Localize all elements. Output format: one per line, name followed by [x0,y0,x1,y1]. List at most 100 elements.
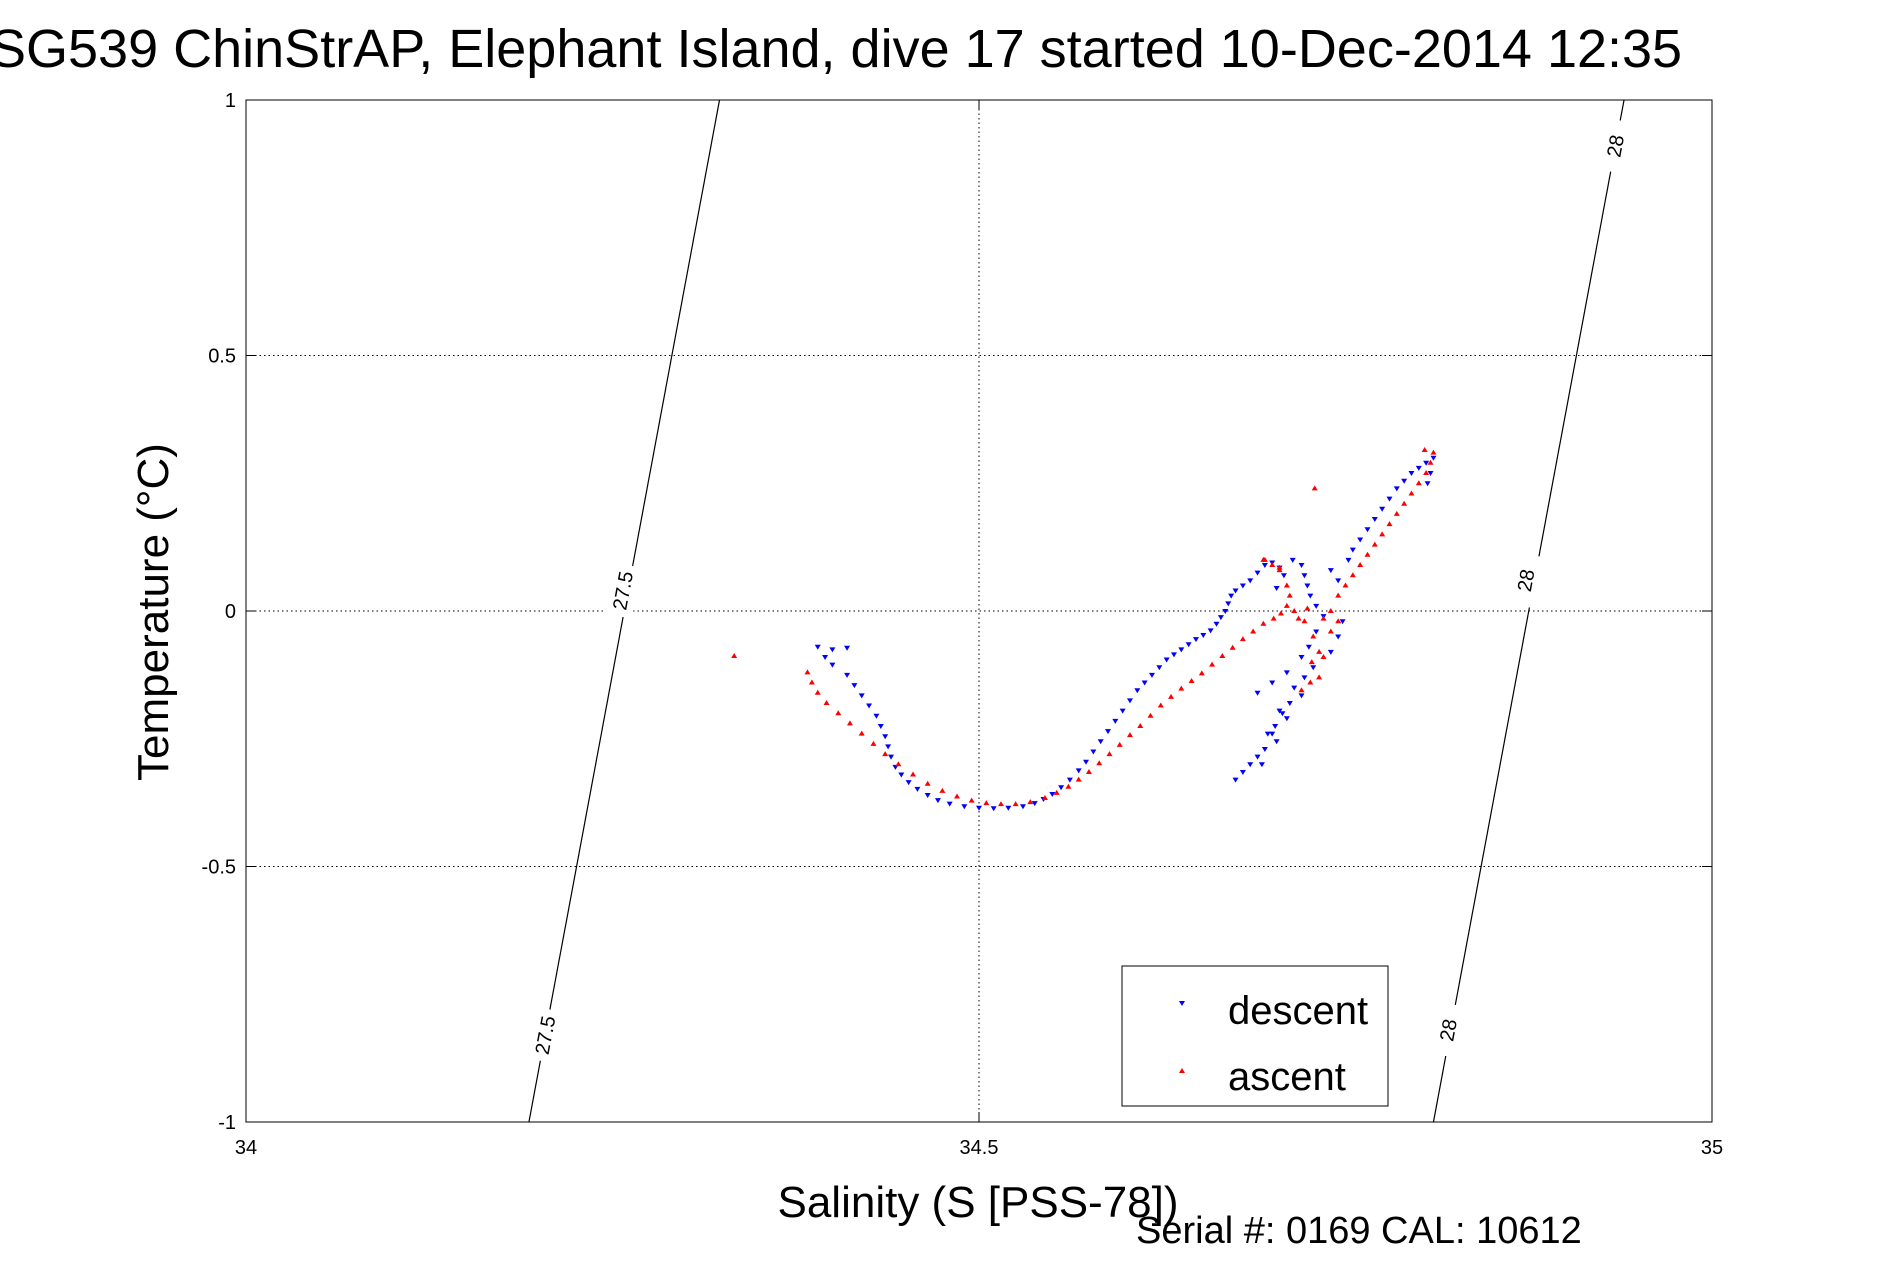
descent-point [1310,665,1317,671]
descent-point [1254,570,1261,576]
ascent-point [1229,644,1236,650]
legend-descent-marker [1179,1001,1185,1006]
ascent-point [1283,602,1290,608]
ascent-point [1342,582,1349,588]
descent-point [1185,642,1192,648]
descent-point [1217,615,1224,621]
descent-point [1163,657,1170,663]
ascent-point [983,800,990,806]
ascent-point [1316,674,1323,680]
ascent-point [1027,799,1034,805]
descent-point [1119,708,1126,714]
ascent-point [870,740,877,746]
ascent-point [814,689,821,695]
ascent-point [1085,768,1092,774]
descent-point [1301,573,1308,579]
ascent-point [846,720,853,726]
ascent-point [1401,500,1408,506]
descent-point [858,693,865,699]
ascent-point [1320,615,1327,621]
density-contour-label: 28 [1514,568,1540,594]
contour-label-bg [526,1007,564,1064]
descent-point [1371,517,1378,523]
descent-point [1279,711,1286,717]
ascent-point [1308,659,1315,665]
y-tick-label: -1 [218,1112,236,1134]
y-tick-label: -0.5 [202,857,236,879]
descent-point [1264,731,1271,737]
series-descent [814,455,1437,812]
descent-point [934,798,941,804]
descent-point [1097,739,1104,745]
ascent-point [858,730,865,736]
legend-box [1121,965,1389,1107]
descent-point [829,662,836,668]
descent-point [1289,557,1296,563]
ascent-point [1357,562,1364,568]
descent-point [1357,537,1364,543]
descent-point [1261,746,1268,752]
descent-point [844,672,851,678]
descent-point [1170,652,1177,658]
x-tick-label: 34 [235,1137,257,1159]
descent-point [924,792,931,798]
ascent-point [1283,582,1290,588]
ascent-point [1041,795,1048,801]
descent-point [1192,637,1199,643]
ascent-point [1310,633,1317,639]
ascent-point [939,787,946,793]
descent-point [1386,496,1393,502]
descent-point [1058,785,1065,791]
descent-point [1049,791,1056,797]
ascent-point [924,780,931,786]
ascent-point [1198,670,1205,676]
ascent-point [835,710,842,716]
ascent-point [1295,615,1302,621]
ascent-point [1286,592,1293,598]
ascent-point [1116,741,1123,747]
chart-title: SG539 ChinStrAP, Elephant Island, dive 1… [0,19,1683,79]
ascent-point [954,793,961,799]
descent-point [866,703,873,709]
ascent-point [1260,556,1267,562]
series-ascent [731,447,1437,807]
x-axis-label: Salinity (S [PSS-78]) [777,1178,1179,1227]
ascent-point [1421,447,1428,453]
descent-point [851,683,858,689]
descent-point [1178,647,1185,653]
descent-point [1247,578,1254,584]
ascent-point [1304,605,1311,611]
descent-point [1258,762,1265,768]
ascent-point [1393,510,1400,516]
legend-ascent-marker [1179,1068,1185,1073]
descent-point [1335,634,1342,640]
descent-point [1283,670,1290,676]
ascent-point [997,801,1004,807]
descent-point [1254,690,1261,696]
ascent-point [1427,459,1434,465]
ascent-point [1075,776,1082,782]
descent-point [1393,486,1400,492]
contour-label-bg [1429,1001,1467,1059]
ascent-point [1335,618,1342,624]
ascent-point [1168,693,1175,699]
descent-point [1126,698,1133,704]
descent-point [1019,804,1026,810]
ascent-point [804,669,811,675]
serial-footer: Serial #: 0169 CAL: 10612 [1136,1210,1582,1252]
ascent-point [1239,636,1246,642]
descent-point [1261,563,1268,569]
descent-point [1005,805,1012,811]
descent-point [1232,777,1239,783]
descent-point [1031,801,1038,807]
descent-point [898,772,905,778]
descent-point [1239,769,1246,775]
descent-point [1141,680,1148,686]
legend-ascent-label: ascent [1228,1055,1346,1099]
ascent-point [1269,562,1276,568]
ascent-point [823,699,830,705]
ascent-point [1349,572,1356,578]
descent-point [1075,768,1082,774]
grid-layer [246,100,1712,1122]
